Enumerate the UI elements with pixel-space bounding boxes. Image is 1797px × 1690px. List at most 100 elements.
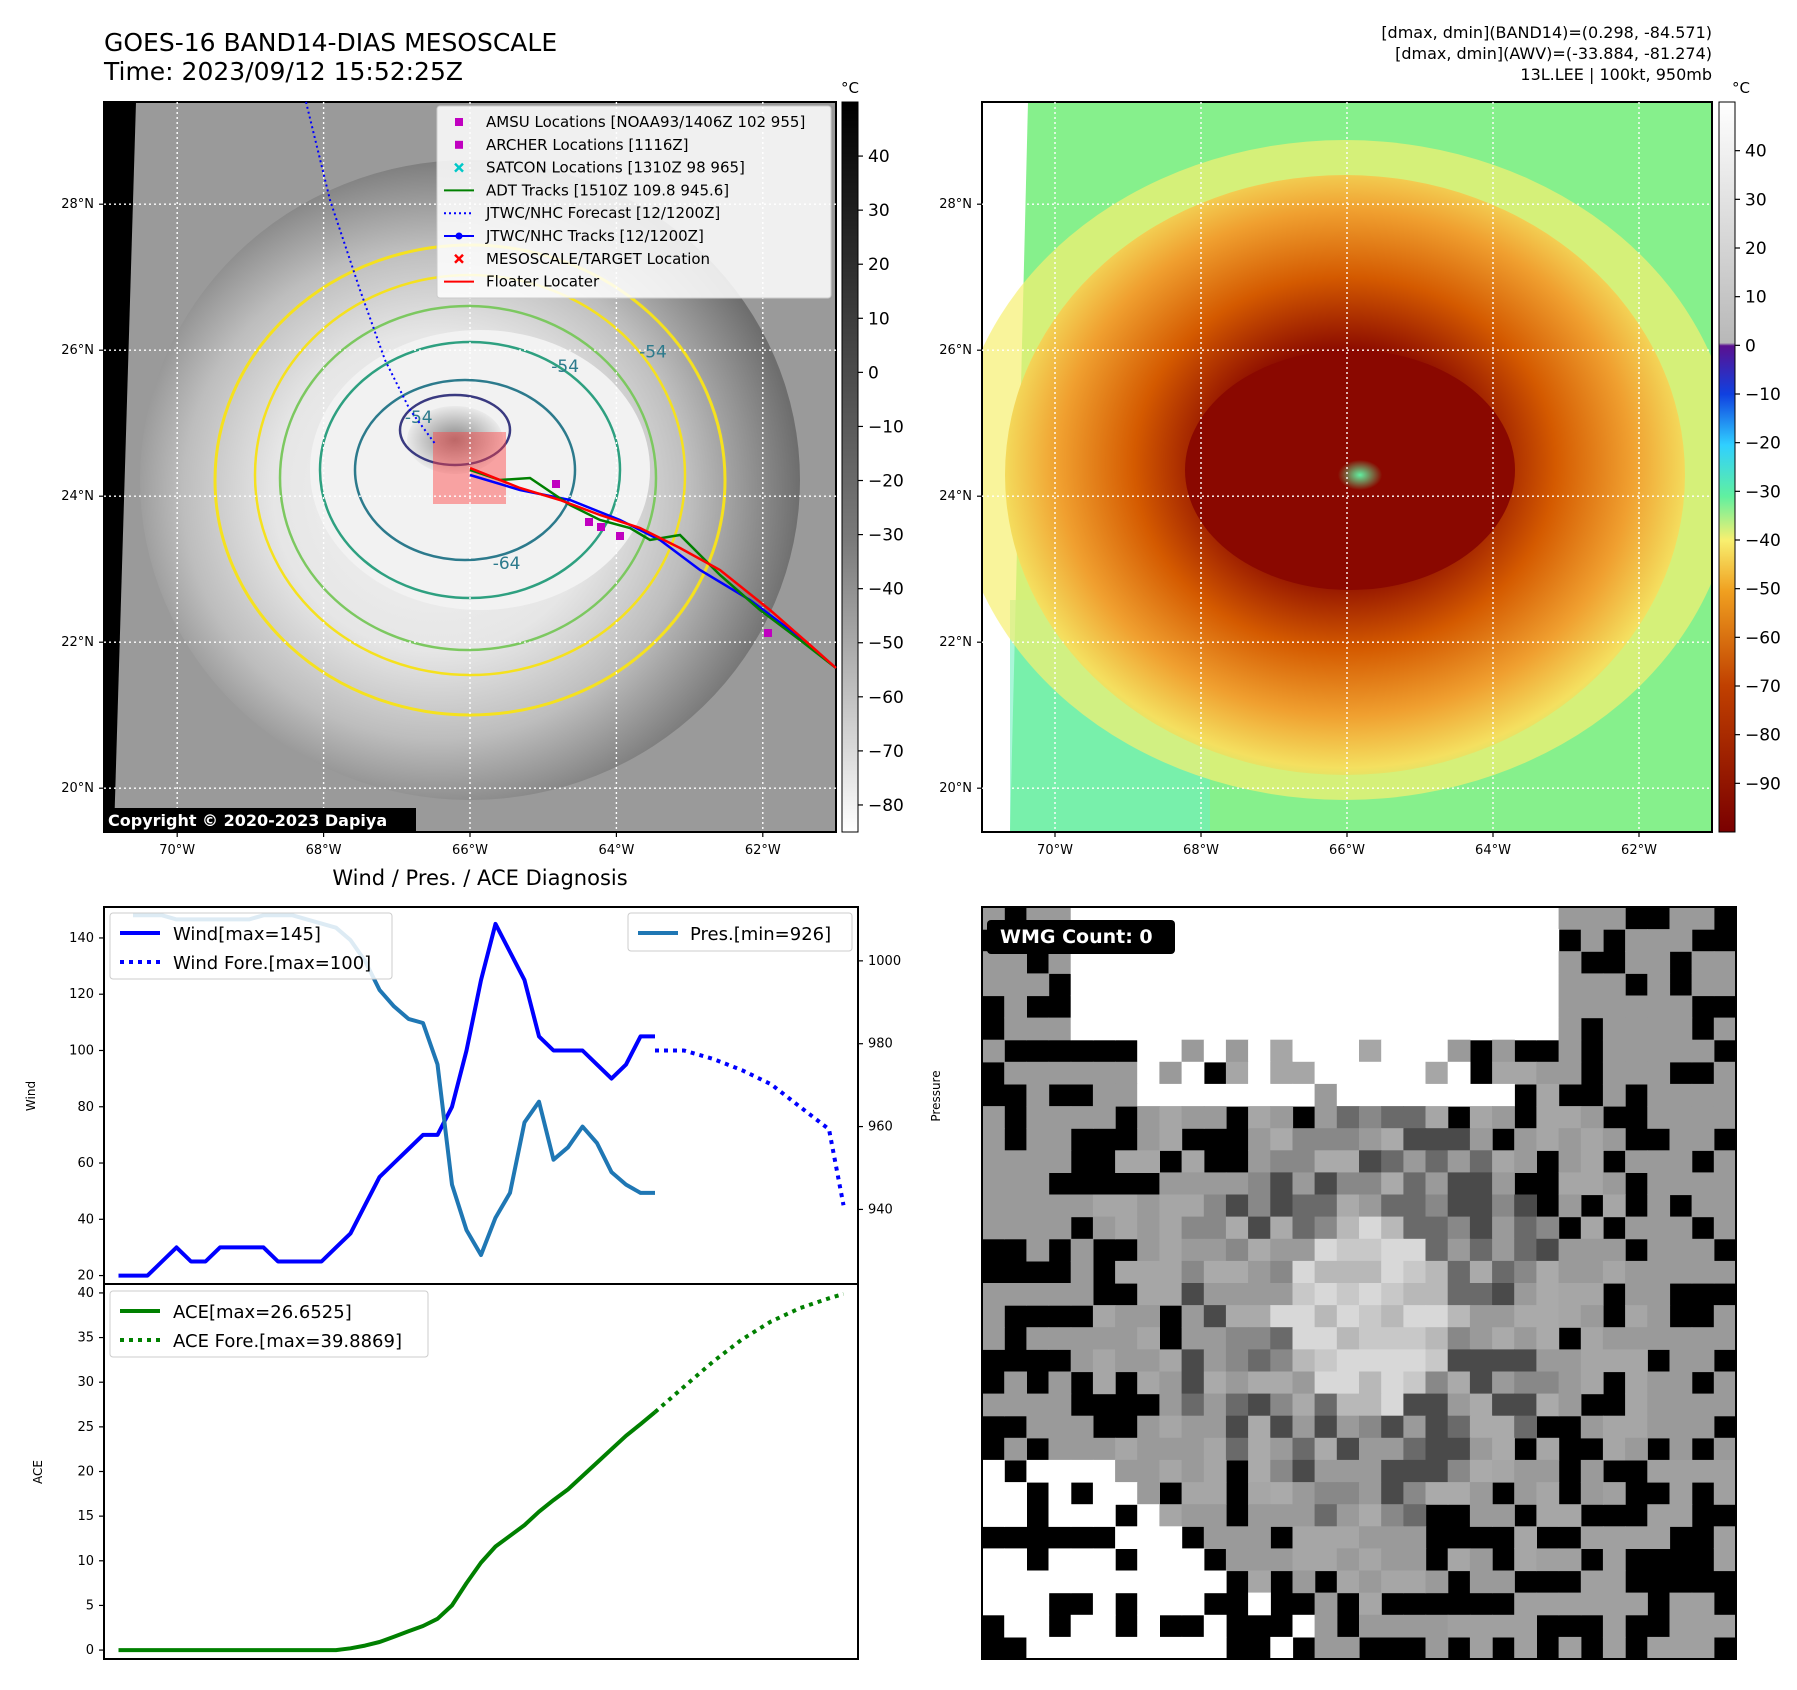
wmg-cell bbox=[1159, 1260, 1183, 1284]
wmg-cell bbox=[1137, 1482, 1160, 1505]
wmg-cell bbox=[1425, 1260, 1449, 1284]
wmg-cell bbox=[1381, 1083, 1404, 1107]
wmg-cell bbox=[1381, 1305, 1404, 1328]
wmg-cell bbox=[1492, 1459, 1515, 1483]
wmg-cell bbox=[1492, 1570, 1515, 1594]
wmg-cell bbox=[1248, 1216, 1271, 1240]
wmg-cell bbox=[1625, 1526, 1648, 1549]
wmg-cell bbox=[1159, 995, 1183, 1019]
wmg-cell bbox=[1026, 1327, 1050, 1350]
wmg-cell bbox=[982, 1504, 1005, 1527]
wmg-cell bbox=[1447, 929, 1471, 952]
wmg-cell bbox=[1270, 1548, 1294, 1572]
wmg-cell bbox=[982, 1283, 1005, 1306]
wmg-cell bbox=[1558, 1106, 1582, 1129]
wmg-cell bbox=[1558, 1349, 1582, 1373]
wmg-cell bbox=[1403, 1283, 1427, 1306]
wmg-cell bbox=[1492, 1260, 1515, 1284]
wmg-cell bbox=[1225, 1305, 1249, 1328]
wmg-cell bbox=[1447, 1194, 1471, 1218]
wmg-cell bbox=[1336, 1194, 1360, 1218]
wmg-cell bbox=[1336, 1327, 1360, 1350]
wmg-cell bbox=[1159, 1172, 1183, 1196]
wmg-cell bbox=[1469, 1172, 1493, 1196]
wmg-cell bbox=[1137, 1459, 1160, 1483]
wmg-cell bbox=[1092, 1459, 1116, 1483]
wmg-cell bbox=[1536, 1305, 1560, 1328]
wmg-cell bbox=[1292, 1194, 1316, 1218]
wmg-cell bbox=[1669, 1106, 1693, 1129]
wmg-cell bbox=[1137, 1194, 1160, 1218]
wmg-cell bbox=[1558, 1061, 1582, 1085]
wmg-cell bbox=[1225, 907, 1249, 930]
wmg-cell bbox=[1425, 1194, 1449, 1218]
wmg-cell bbox=[1004, 1150, 1027, 1173]
wmg-cell bbox=[1691, 1128, 1715, 1151]
wmg-cell bbox=[1558, 973, 1582, 997]
wmg-cell bbox=[1469, 1305, 1493, 1328]
wmg-cell bbox=[1203, 929, 1227, 952]
wmg-cell bbox=[1691, 1260, 1715, 1284]
wmg-cell bbox=[1026, 1194, 1050, 1218]
wmg-cell bbox=[1381, 1017, 1404, 1041]
wmg-cell bbox=[1447, 1614, 1471, 1638]
wmg-cell bbox=[1336, 1260, 1360, 1284]
wmg-cell bbox=[1425, 951, 1449, 974]
wmg-cell bbox=[1026, 1570, 1050, 1594]
wmg-cell bbox=[1469, 1260, 1493, 1284]
pressure-axis-label: Pressure bbox=[929, 1070, 943, 1121]
wmg-cell bbox=[1425, 973, 1449, 997]
wmg-cell bbox=[1292, 1415, 1316, 1439]
legend-wind: Wind[max=145] bbox=[173, 924, 321, 945]
wmg-cell bbox=[1203, 1415, 1227, 1439]
wmg-cell bbox=[1625, 1216, 1648, 1240]
wmg-cell bbox=[1270, 1061, 1294, 1085]
wmg-cell bbox=[1602, 1526, 1626, 1549]
wmg-cell bbox=[1359, 1570, 1382, 1594]
wmg-cell bbox=[1359, 1349, 1382, 1373]
wmg-cell bbox=[1159, 1349, 1183, 1373]
wmg-cell bbox=[1359, 1614, 1382, 1638]
wmg-cell bbox=[1469, 951, 1493, 974]
wmg-cell bbox=[1403, 1349, 1427, 1373]
colorbar-gray: °C 40 30 20 10 0 −10 −20 −30 −40 −50 −60 −70 −80 bbox=[841, 79, 904, 833]
wmg-cell bbox=[1602, 1636, 1626, 1659]
pressure-legend: Pres.[min=926] bbox=[627, 912, 853, 952]
wmg-cell bbox=[1137, 1260, 1160, 1284]
wmg-cell bbox=[1447, 951, 1471, 974]
wmg-cell bbox=[1270, 951, 1294, 974]
lon-tick-label: 66°W bbox=[1329, 843, 1365, 858]
wmg-cell bbox=[1647, 1083, 1671, 1107]
wmg-cell bbox=[1425, 1349, 1449, 1373]
wmg-cell bbox=[1381, 1039, 1404, 1063]
wind-axis-label: Wind bbox=[24, 1081, 38, 1111]
wmg-cell bbox=[1580, 1106, 1604, 1129]
wmg-cell bbox=[1625, 1017, 1648, 1041]
wmg-cell bbox=[1026, 1459, 1050, 1483]
wmg-cell bbox=[1248, 1283, 1271, 1306]
wmg-cell bbox=[1536, 1260, 1560, 1284]
wmg-cell bbox=[1225, 1061, 1249, 1085]
wmg-cell bbox=[1359, 1083, 1382, 1107]
wmg-cell bbox=[1137, 1349, 1160, 1373]
wmg-cell bbox=[1625, 1592, 1648, 1616]
wmg-cell bbox=[1536, 995, 1560, 1019]
wmg-cell bbox=[1492, 1371, 1515, 1395]
wmg-cell bbox=[1292, 1083, 1316, 1107]
wmg-cell bbox=[1336, 1437, 1360, 1461]
wmg-cell bbox=[1225, 1393, 1249, 1417]
series-ace-max-26-6525 bbox=[118, 1410, 657, 1653]
wmg-cell bbox=[1203, 1482, 1227, 1505]
wmg-cell bbox=[1381, 1172, 1404, 1196]
wmg-cell bbox=[1270, 1482, 1294, 1505]
y-tick-right-label: 1000 bbox=[868, 954, 901, 969]
wmg-cell bbox=[1403, 951, 1427, 974]
wmg-cell bbox=[1336, 1017, 1360, 1041]
wmg-cell bbox=[1492, 1106, 1515, 1129]
wmg-cell bbox=[1602, 1194, 1626, 1218]
wmg-cell bbox=[1469, 1327, 1493, 1350]
wmg-cell bbox=[982, 1570, 1005, 1594]
wmg-cell bbox=[1004, 1482, 1027, 1505]
lat-tick-label: 28°N bbox=[939, 197, 972, 212]
wmg-cell bbox=[1425, 907, 1449, 930]
